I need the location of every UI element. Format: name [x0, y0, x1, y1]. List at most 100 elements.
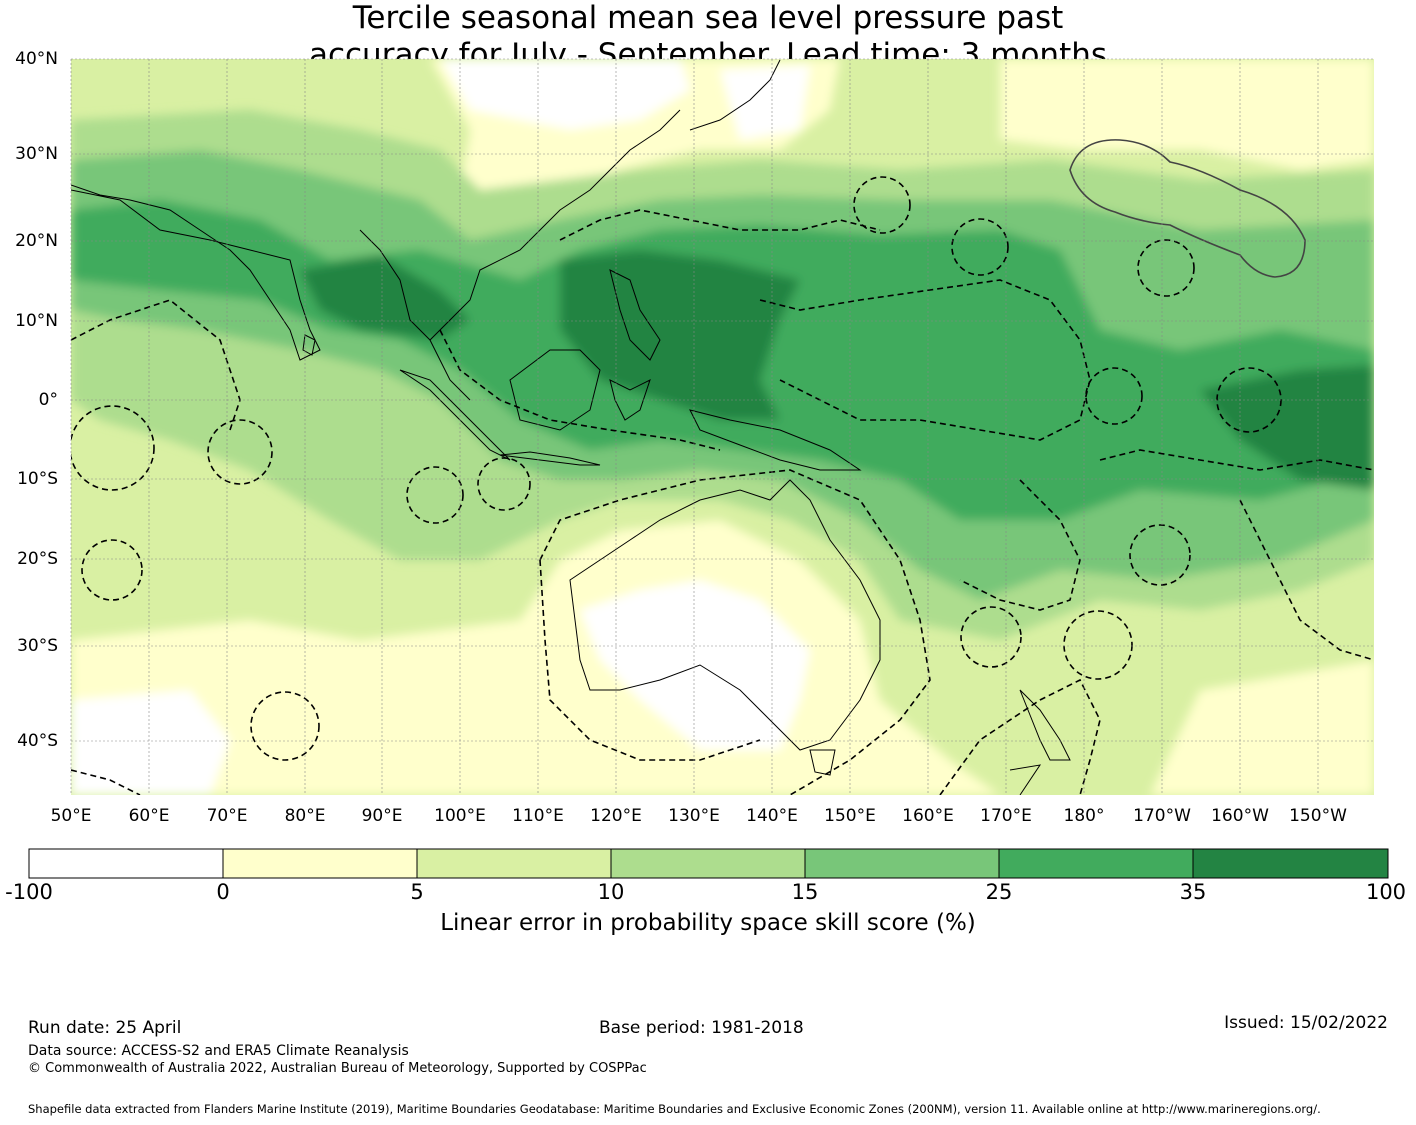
- colorbar: [28, 848, 1389, 879]
- lat-tick: 30°N: [15, 144, 58, 164]
- eez-boundary: [1137, 239, 1195, 297]
- colorbar-segment: [223, 849, 417, 878]
- colorbar-tick: -100: [5, 880, 53, 904]
- lon-tick: 160°E: [902, 806, 954, 826]
- hawaii-eez-outline: [1069, 139, 1306, 278]
- lat-tick: 10°N: [15, 311, 58, 331]
- eez-boundary: [539, 559, 761, 761]
- coastline-india: [71, 184, 321, 361]
- coastline-sri-lanka: [302, 334, 316, 356]
- eez-boundary: [406, 466, 464, 524]
- lon-tick: 80°E: [284, 806, 326, 826]
- eez-boundary: [559, 209, 881, 241]
- colorbar-segment: [29, 849, 223, 878]
- data-source: Data source: ACCESS-S2 and ERA5 Climate …: [28, 1043, 409, 1059]
- base-period: Base period: 1981-2018: [599, 1018, 804, 1038]
- shapefile-credit: Shapefile data extracted from Flanders M…: [28, 1102, 1321, 1116]
- eez-boundary: [1239, 499, 1374, 661]
- lon-tick: 150°E: [824, 806, 876, 826]
- colorbar-segment: [611, 849, 805, 878]
- lon-tick: 130°E: [668, 806, 720, 826]
- eez-boundary: [1099, 449, 1374, 471]
- eez-boundary: [951, 218, 1009, 276]
- eez-boundary: [250, 691, 320, 761]
- eez-boundary: [71, 769, 141, 795]
- gridlines: [70, 58, 1374, 795]
- coastlines: [71, 59, 1071, 795]
- lon-tick: 160°W: [1211, 806, 1269, 826]
- lon-tick: 100°E: [434, 806, 486, 826]
- eez-boundary: [1216, 367, 1282, 433]
- coastline-malay: [429, 339, 471, 401]
- eez-boundaries: [71, 176, 1374, 795]
- eez-boundary: [477, 457, 531, 511]
- colorbar-tick: 0: [216, 880, 230, 904]
- skill-band-neg-japan: [720, 65, 810, 140]
- skill-band-35-100-central-pacific: [1200, 365, 1374, 490]
- lon-tick: 110°E: [512, 806, 564, 826]
- colorbar-segment: [417, 849, 611, 878]
- lat-tick: 20°N: [15, 231, 58, 251]
- eez-boundary: [1129, 524, 1191, 586]
- colorbar-tick: 10: [597, 880, 625, 904]
- coastline-borneo: [509, 349, 601, 431]
- eez-boundary: [207, 419, 273, 485]
- colorbar-segment: [805, 849, 999, 878]
- colorbar-tick: 15: [791, 880, 819, 904]
- eez-boundary: [81, 539, 143, 601]
- run-date: Run date: 25 April: [28, 1018, 182, 1038]
- lon-tick: 170°W: [1133, 806, 1191, 826]
- coastline-philippines: [609, 269, 661, 361]
- skill-band-neg-australia: [580, 580, 810, 750]
- chart-title: Tercile seasonal mean sea level pressure…: [0, 0, 1416, 74]
- colorbar-segment: [999, 849, 1193, 878]
- coastline-australia: [569, 479, 881, 751]
- copyright: © Commonwealth of Australia 2022, Austra…: [28, 1061, 647, 1076]
- eez-boundary: [959, 479, 1081, 611]
- lon-tick: 140°E: [746, 806, 798, 826]
- eez-boundary: [939, 678, 1101, 795]
- issued-date: Issued: 15/02/2022: [1224, 1013, 1388, 1033]
- lat-tick: 40°S: [17, 731, 58, 751]
- eez-boundary: [759, 279, 1091, 441]
- colorbar-frame: [28, 848, 1389, 879]
- skill-band-neg-asia: [440, 59, 690, 130]
- lon-tick: 60°E: [128, 806, 170, 826]
- lat-tick: 10°S: [17, 469, 58, 489]
- eez-boundary: [1063, 610, 1133, 680]
- eez-boundary: [439, 329, 721, 451]
- coastline-tasmania: [809, 749, 836, 776]
- skill-band-0-5-spac: [1150, 660, 1374, 795]
- lon-tick: 120°E: [590, 806, 642, 826]
- skill-band-neg-sw: [71, 690, 230, 795]
- eez-boundary: [853, 176, 911, 234]
- skill-field: [71, 59, 1374, 795]
- title-line-1: Tercile seasonal mean sea level pressure…: [352, 0, 1064, 36]
- lon-tick: 50°E: [50, 806, 92, 826]
- coastline-new-guinea: [689, 409, 862, 471]
- coastline-indochina: [359, 109, 681, 341]
- colorbar-tick: 25: [985, 880, 1013, 904]
- eez-boundary: [960, 606, 1022, 668]
- lat-tick: 30°S: [17, 636, 58, 656]
- coastline-new-zealand-south: [1009, 764, 1042, 795]
- skill-band-35-100-philippines: [560, 250, 800, 420]
- colorbar-tick: 35: [1179, 880, 1207, 904]
- lon-tick: 70°E: [206, 806, 248, 826]
- colorbar-title: Linear error in probability space skill …: [440, 910, 976, 936]
- lon-tick: 150°W: [1289, 806, 1347, 826]
- eez-boundary: [71, 405, 155, 491]
- colorbar-tick: 100: [1365, 880, 1407, 904]
- lon-tick: 180°: [1063, 806, 1105, 826]
- eez-boundary: [1085, 367, 1143, 425]
- eez-boundary: [539, 469, 931, 795]
- lat-tick: 0°: [38, 390, 58, 410]
- lat-tick: 20°S: [17, 549, 58, 569]
- coastline-java: [499, 451, 601, 466]
- coastline-new-zealand-north: [1019, 689, 1071, 761]
- coastline-japan: [689, 59, 781, 131]
- lon-tick: 170°E: [980, 806, 1032, 826]
- lat-tick: 40°N: [15, 49, 58, 69]
- colorbar-tick: 5: [410, 880, 424, 904]
